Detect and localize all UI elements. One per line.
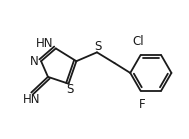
Text: F: F bbox=[139, 98, 146, 111]
Text: S: S bbox=[94, 40, 102, 53]
Text: N: N bbox=[29, 55, 38, 68]
Text: S: S bbox=[66, 83, 73, 96]
Text: HN: HN bbox=[36, 37, 54, 50]
Text: Cl: Cl bbox=[133, 35, 144, 48]
Text: HN: HN bbox=[22, 93, 40, 106]
